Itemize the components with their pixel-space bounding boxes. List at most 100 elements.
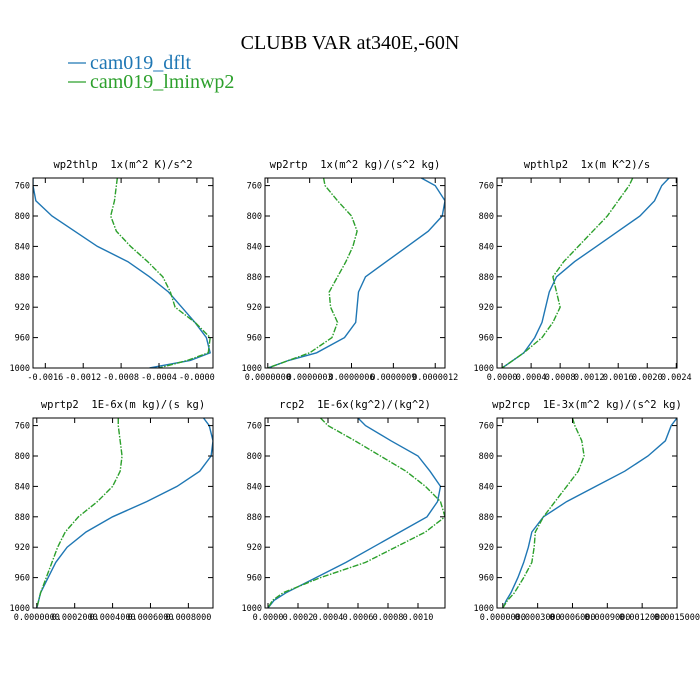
y-tick-label: 960 <box>15 334 30 344</box>
y-tick-label: 840 <box>15 242 30 252</box>
y-tick-label: 880 <box>247 273 262 283</box>
plot-frame <box>32 177 214 369</box>
x-tick-label: 0.0016 <box>603 373 634 383</box>
plot-frame <box>264 417 446 609</box>
x-tick-label: 0.0000000 <box>14 613 60 623</box>
legend-label: cam019_lminwp2 <box>90 71 234 93</box>
x-tick-label: 0.0002000 <box>52 613 98 623</box>
profile-line <box>267 418 445 608</box>
x-tick-label: -0.0000 <box>179 373 215 383</box>
chart-title: CLUBB VAR at340E,-60N <box>241 32 460 54</box>
y-tick-label: 760 <box>247 422 262 432</box>
x-tick-label: 0.0006000 <box>127 613 173 623</box>
x-tick-label: -0.0008 <box>103 373 139 383</box>
x-tick-label: 0.0006 <box>343 613 374 623</box>
y-tick-label: 840 <box>479 482 494 492</box>
x-tick-label: -0.0004 <box>141 373 177 383</box>
panel-title: wp2thlp 1x(m^2 K)/s^2 <box>53 159 192 171</box>
x-tick-label: 0.0000003 <box>287 373 333 383</box>
y-tick-label: 800 <box>15 212 30 222</box>
y-tick-label: 960 <box>15 574 30 584</box>
y-tick-label: 880 <box>15 513 30 523</box>
x-tick-label: 0.0000000 <box>480 613 526 623</box>
profile-line <box>267 178 358 368</box>
x-tick-label: 0.0010 <box>403 613 434 623</box>
y-tick-label: 880 <box>15 273 30 283</box>
y-tick-label: 760 <box>15 182 30 192</box>
y-tick-label: 800 <box>247 212 262 222</box>
x-tick-label: 0.0004 <box>516 373 547 383</box>
profile-line <box>33 178 211 368</box>
y-tick-label: 760 <box>479 182 494 192</box>
x-tick-label: 0.0004000 <box>90 613 136 623</box>
x-tick-label: 0.0000009 <box>370 373 416 383</box>
y-tick-label: 1000 <box>474 364 494 374</box>
y-tick-label: 920 <box>247 543 262 553</box>
profile-line <box>501 178 634 368</box>
y-tick-label: 1000 <box>242 364 262 374</box>
y-tick-label: 920 <box>15 543 30 553</box>
panel-title: wprtp2 1E-6x(m kg)/(s kg) <box>41 399 205 411</box>
panel-title: wp2rcp 1E-3x(m^2 kg)/(s^2 kg) <box>492 399 682 411</box>
x-tick-label: 0.0000000 <box>245 373 291 383</box>
y-tick-label: 960 <box>247 334 262 344</box>
y-tick-label: 880 <box>247 513 262 523</box>
x-tick-label: 0.0015000 <box>654 613 700 623</box>
plot-frame <box>496 177 678 369</box>
plot-frame <box>264 177 446 369</box>
y-tick-label: 880 <box>479 513 494 523</box>
panel-title: wpthlp2 1x(m K^2)/s <box>524 159 650 171</box>
x-tick-label: 0.0020 <box>632 373 663 383</box>
y-tick-label: 800 <box>479 212 494 222</box>
x-tick-label: 0.0012 <box>574 373 605 383</box>
y-tick-label: 920 <box>479 303 494 313</box>
y-tick-label: 840 <box>247 242 262 252</box>
y-tick-label: 840 <box>247 482 262 492</box>
y-tick-label: 1000 <box>242 604 262 614</box>
profile-line <box>502 418 585 608</box>
profile-line <box>109 178 211 368</box>
x-tick-label: 0.0009000 <box>584 613 630 623</box>
y-tick-label: 1000 <box>10 604 30 614</box>
profile-line <box>501 178 670 368</box>
x-tick-label: 0.0004 <box>313 613 344 623</box>
y-tick-label: 800 <box>247 452 262 462</box>
x-tick-label: 0.0000012 <box>412 373 458 383</box>
x-tick-label: 0.0003000 <box>515 613 561 623</box>
y-tick-label: 760 <box>479 422 494 432</box>
y-tick-label: 880 <box>479 273 494 283</box>
plot-frame <box>32 417 214 609</box>
y-tick-label: 840 <box>15 482 30 492</box>
y-tick-label: 960 <box>479 574 494 584</box>
x-tick-label: 0.0000 <box>487 373 518 383</box>
x-tick-label: 0.0008 <box>545 373 576 383</box>
profile-line <box>36 418 123 608</box>
plot-frame <box>496 417 678 609</box>
x-tick-label: 0.0006000 <box>549 613 595 623</box>
y-tick-label: 920 <box>15 303 30 313</box>
y-tick-label: 1000 <box>474 604 494 614</box>
y-tick-label: 800 <box>479 452 494 462</box>
x-tick-label: 0.0008 <box>373 613 404 623</box>
y-tick-label: 920 <box>479 543 494 553</box>
y-tick-label: 760 <box>247 182 262 192</box>
y-tick-label: 800 <box>15 452 30 462</box>
y-tick-label: 1000 <box>10 364 30 374</box>
profile-line <box>267 178 445 368</box>
x-tick-label: 0.0000 <box>253 613 284 623</box>
panel-title: rcp2 1E-6x(kg^2)/(kg^2) <box>279 399 431 411</box>
x-tick-label: 0.0024 <box>661 373 692 383</box>
x-tick-label: 0.0012000 <box>619 613 665 623</box>
legend-label: cam019_dflt <box>90 52 192 74</box>
panel-title: wp2rtp 1x(m^2 kg)/(s^2 kg) <box>270 159 441 171</box>
y-tick-label: 920 <box>247 303 262 313</box>
y-tick-label: 960 <box>247 574 262 584</box>
y-tick-label: 760 <box>15 422 30 432</box>
x-tick-label: 0.0002 <box>283 613 314 623</box>
y-tick-label: 840 <box>479 242 494 252</box>
x-tick-label: -0.0016 <box>27 373 63 383</box>
y-tick-label: 960 <box>479 334 494 344</box>
x-tick-label: 0.0008000 <box>165 613 211 623</box>
